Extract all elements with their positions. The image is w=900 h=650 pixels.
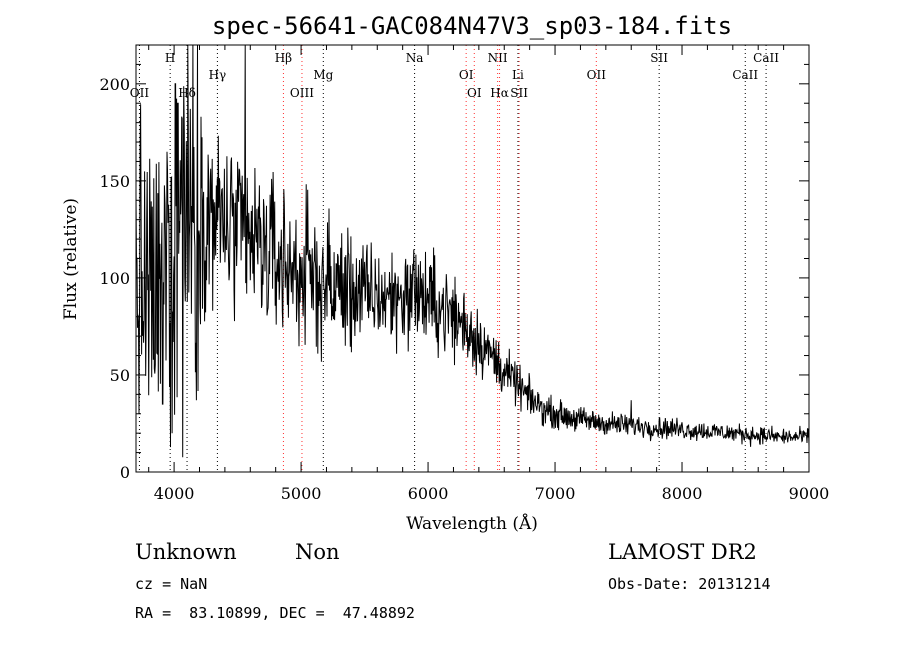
line-label: Hα — [490, 86, 509, 100]
chart-title: spec-56641-GAC084N47V3_sp03-184.fits — [212, 12, 732, 40]
line-label: NII — [488, 51, 508, 65]
x-tick-label: 4000 — [154, 484, 195, 503]
survey-label: LAMOST DR2 — [608, 540, 757, 564]
line-label: OI — [459, 68, 474, 82]
y-tick-label: 200 — [99, 75, 130, 94]
redshift-label: cz = NaN — [135, 575, 208, 593]
line-label: Hδ — [178, 86, 196, 100]
x-axis: 4000 5000 6000 7000 8000 9000 — [148, 45, 830, 503]
line-label: OII — [587, 68, 607, 82]
x-tick-label: 9000 — [789, 484, 830, 503]
line-label: Hγ — [209, 68, 227, 82]
line-label: OI — [467, 86, 482, 100]
line-label: Li — [512, 68, 524, 82]
line-label: CaII — [753, 51, 779, 65]
x-tick-label: 6000 — [408, 484, 449, 503]
line-label: Na — [406, 51, 424, 65]
x-tick-label: 7000 — [535, 484, 576, 503]
coordinates-label: RA = 83.10899, DEC = 47.48892 — [135, 604, 415, 622]
spectrum-series-line — [135, 44, 810, 458]
y-axis-label: Flux (relative) — [61, 198, 81, 320]
y-tick-label: 100 — [99, 269, 130, 288]
x-axis-label: Wavelength (Å) — [406, 513, 538, 534]
line-label: OII — [130, 86, 150, 100]
classification-label: Unknown — [135, 540, 237, 564]
line-label: SII — [650, 51, 668, 65]
y-tick-label: 50 — [110, 366, 130, 385]
line-label: Mg — [313, 68, 333, 82]
y-tick-label: 0 — [120, 463, 130, 482]
y-tick-label: 150 — [99, 172, 130, 191]
line-label: CaII — [732, 68, 758, 82]
x-tick-label: 5000 — [281, 484, 322, 503]
line-label: OIII — [290, 86, 314, 100]
y-axis: 0 50 100 150 200 — [99, 63, 809, 482]
subclass-label: Non — [295, 540, 340, 564]
x-tick-label: 8000 — [662, 484, 703, 503]
line-label: Hβ — [275, 51, 292, 65]
obs-date-label: Obs-Date: 20131214 — [608, 575, 771, 593]
line-label: SII — [510, 86, 528, 100]
line-label: H — [165, 51, 175, 65]
